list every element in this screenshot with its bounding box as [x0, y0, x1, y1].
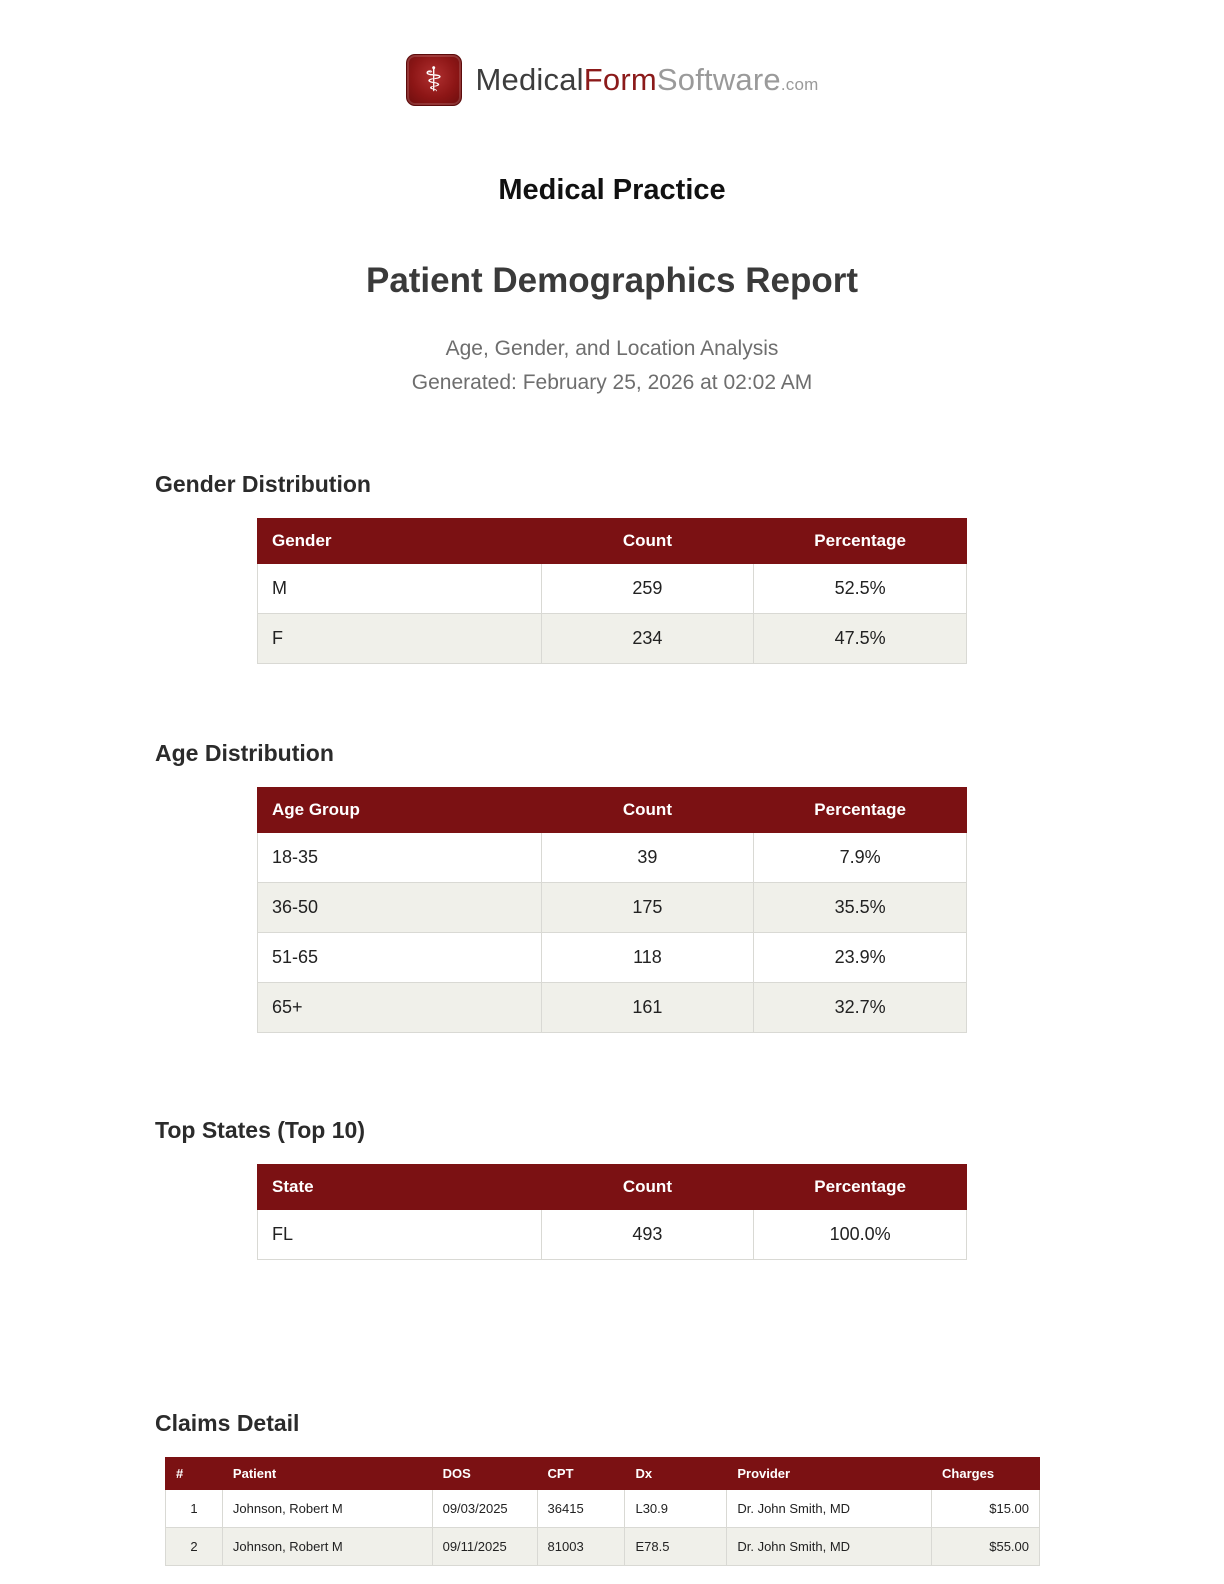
section-top-states: Top States (Top 10) State Count Percenta… — [0, 1117, 1224, 1260]
caduceus-glyph: ⚕ — [424, 61, 443, 99]
gender-cell: F — [257, 613, 542, 664]
percentage-cell: 32.7% — [753, 982, 967, 1033]
provider-cell: Dr. John Smith, MD — [726, 1489, 933, 1528]
age-group-cell: 51-65 — [257, 932, 542, 983]
gender-col-header: Gender — [257, 518, 542, 564]
dx-cell: L30.9 — [624, 1489, 728, 1528]
count-cell: 234 — [540, 613, 755, 664]
states-table: State Count Percentage FL 493 100.0% — [257, 1164, 967, 1260]
table-row: 65+ 161 32.7% — [257, 982, 967, 1033]
table-row: 2 Johnson, Robert M 09/11/2025 81003 E78… — [165, 1527, 1040, 1566]
cpt-col-header: CPT — [536, 1457, 626, 1490]
age-group-cell: 18-35 — [257, 832, 542, 883]
caduceus-icon: ⚕ — [405, 54, 462, 106]
brand-word-software: Software — [656, 62, 781, 97]
state-col-header: State — [257, 1164, 542, 1210]
dos-col-header: DOS — [431, 1457, 538, 1490]
dos-cell: 09/11/2025 — [431, 1527, 538, 1566]
age-group-col-header: Age Group — [257, 787, 542, 833]
brand-wordmark: MedicalFormSoftware.com — [476, 62, 819, 98]
provider-cell: Dr. John Smith, MD — [726, 1527, 933, 1566]
states-table-header-row: State Count Percentage — [257, 1164, 967, 1210]
section-title-states: Top States (Top 10) — [155, 1117, 365, 1143]
brand-logo: ⚕ MedicalFormSoftware.com — [0, 52, 1224, 108]
practice-name: Medical Practice — [498, 174, 726, 206]
count-cell: 175 — [540, 882, 755, 933]
cpt-cell: 81003 — [536, 1527, 626, 1566]
percentage-cell: 52.5% — [753, 563, 967, 614]
section-age-distribution: Age Distribution Age Group Count Percent… — [0, 740, 1224, 1033]
count-col-header: Count — [540, 1164, 755, 1210]
charges-col-header: Charges — [931, 1457, 1040, 1490]
age-group-cell: 36-50 — [257, 882, 542, 933]
brand-word-medical: Medical — [475, 62, 584, 97]
section-claims-detail: Claims Detail # Patient DOS CPT Dx Provi… — [0, 1410, 1224, 1566]
count-col-header: Count — [540, 518, 755, 564]
percentage-col-header: Percentage — [753, 1164, 967, 1210]
report-generated-timestamp: Generated: February 25, 2026 at 02:02 AM — [411, 371, 813, 394]
report-subtitle: Age, Gender, and Location Analysis — [445, 337, 779, 360]
percentage-cell: 47.5% — [753, 613, 967, 664]
brand-word-tld: .com — [780, 75, 819, 94]
percentage-cell: 23.9% — [753, 932, 967, 983]
count-col-header: Count — [540, 787, 755, 833]
section-title-age: Age Distribution — [155, 740, 334, 766]
table-row: 36-50 175 35.5% — [257, 882, 967, 933]
age-table: Age Group Count Percentage 18-35 39 7.9%… — [257, 787, 967, 1033]
percentage-col-header: Percentage — [753, 787, 967, 833]
provider-col-header: Provider — [726, 1457, 933, 1490]
row-number-cell: 2 — [165, 1527, 223, 1566]
percentage-cell: 7.9% — [753, 832, 967, 883]
count-cell: 39 — [540, 832, 755, 883]
section-title-gender: Gender Distribution — [155, 471, 371, 497]
gender-cell: M — [257, 563, 542, 614]
claims-table: # Patient DOS CPT Dx Provider Charges 1 … — [165, 1457, 1040, 1566]
dx-cell: E78.5 — [624, 1527, 728, 1566]
brand-word-form: Form — [583, 62, 657, 97]
table-row: 18-35 39 7.9% — [257, 832, 967, 883]
table-row: FL 493 100.0% — [257, 1209, 967, 1260]
row-number-col-header: # — [165, 1457, 223, 1490]
section-gender-distribution: Gender Distribution Gender Count Percent… — [0, 471, 1224, 664]
section-title-claims: Claims Detail — [155, 1410, 300, 1436]
age-group-cell: 65+ — [257, 982, 542, 1033]
patient-cell: Johnson, Robert M — [221, 1527, 433, 1566]
count-cell: 493 — [540, 1209, 755, 1260]
dx-col-header: Dx — [624, 1457, 728, 1490]
gender-table-header-row: Gender Count Percentage — [257, 518, 967, 564]
charges-cell: $15.00 — [931, 1489, 1040, 1528]
percentage-col-header: Percentage — [753, 518, 967, 564]
percentage-cell: 100.0% — [753, 1209, 967, 1260]
report-title: Patient Demographics Report — [365, 261, 859, 300]
count-cell: 259 — [540, 563, 755, 614]
count-cell: 118 — [540, 932, 755, 983]
gender-table: Gender Count Percentage M 259 52.5% F 23… — [257, 518, 967, 664]
patient-col-header: Patient — [221, 1457, 433, 1490]
table-row: M 259 52.5% — [257, 563, 967, 614]
count-cell: 161 — [540, 982, 755, 1033]
percentage-cell: 35.5% — [753, 882, 967, 933]
row-number-cell: 1 — [165, 1489, 223, 1528]
table-row: F 234 47.5% — [257, 613, 967, 664]
charges-cell: $55.00 — [931, 1527, 1040, 1566]
claims-table-header-row: # Patient DOS CPT Dx Provider Charges — [165, 1457, 1040, 1490]
patient-cell: Johnson, Robert M — [221, 1489, 433, 1528]
table-row: 51-65 118 23.9% — [257, 932, 967, 983]
age-table-header-row: Age Group Count Percentage — [257, 787, 967, 833]
dos-cell: 09/03/2025 — [431, 1489, 538, 1528]
cpt-cell: 36415 — [536, 1489, 626, 1528]
table-row: 1 Johnson, Robert M 09/03/2025 36415 L30… — [165, 1489, 1040, 1528]
state-cell: FL — [257, 1209, 542, 1260]
